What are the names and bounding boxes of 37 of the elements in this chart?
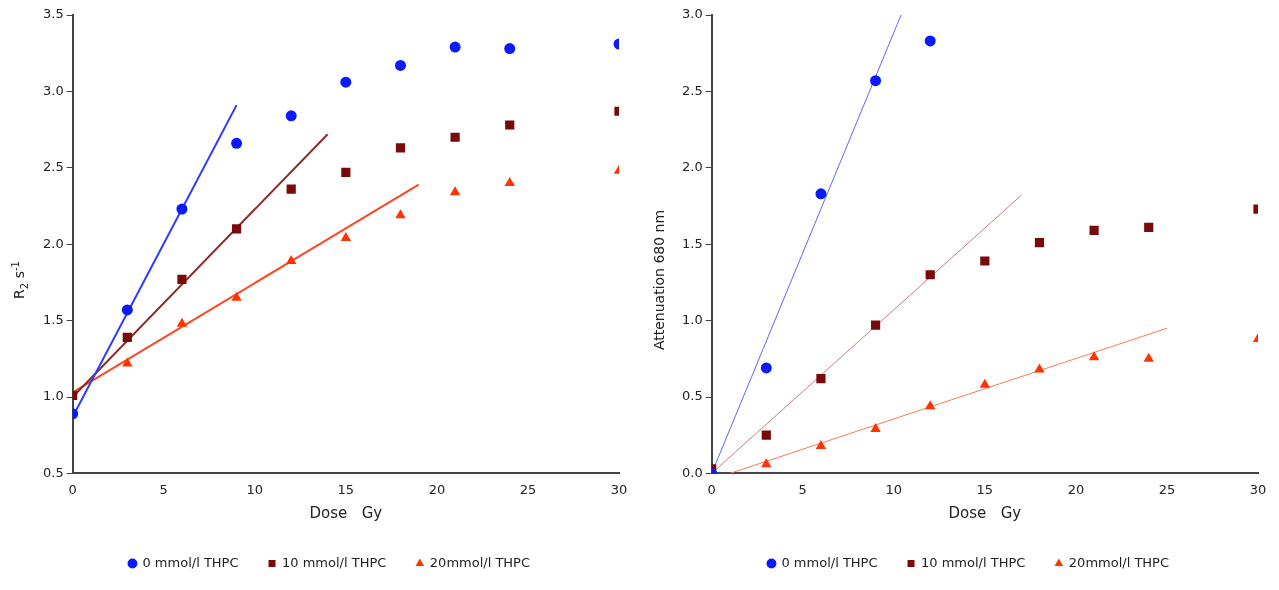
y-tick-label: 1.5 — [681, 235, 703, 251]
x-axis-title: Dose Gy — [309, 503, 383, 522]
legend-label: 10 mmol/l THPC — [282, 554, 387, 570]
x-tick-label: 20 — [428, 481, 446, 497]
y-tick-label: 2.5 — [42, 159, 64, 175]
x-tick-label: 5 — [798, 481, 807, 497]
x-tick-label: 20 — [1067, 481, 1085, 497]
y-tick-label: 0.0 — [681, 464, 703, 480]
legend-label: 0 mmol/l THPC — [142, 554, 239, 570]
legend-label: 10 mmol/l THPC — [921, 554, 1026, 570]
x-tick-label: 0 — [68, 481, 77, 497]
y-tick-label: 2.0 — [681, 159, 703, 175]
x-tick-label: 15 — [337, 481, 355, 497]
y-tick-label: 1.5 — [42, 311, 64, 327]
x-axis-title: Dose Gy — [948, 503, 1022, 522]
x-tick-label: 30 — [610, 481, 628, 497]
y-axis-title: Attenuation 680 nm — [651, 209, 667, 351]
x-tick-label: 0 — [707, 481, 716, 497]
legend-label: 20mmol/l THPC — [1068, 554, 1170, 570]
y-tick-label: 0.5 — [681, 388, 703, 404]
x-tick-label: 25 — [519, 481, 537, 497]
y-tick-label: 1.0 — [681, 311, 703, 327]
y-tick-label: 2.5 — [681, 82, 703, 98]
y-tick-label: 3.5 — [42, 6, 64, 22]
x-tick-label: 10 — [885, 481, 903, 497]
y-tick-label: 3.0 — [681, 6, 703, 22]
x-tick-label: 15 — [976, 481, 994, 497]
x-tick-label: 10 — [246, 481, 264, 497]
x-tick-label: 25 — [1158, 481, 1176, 497]
y-tick-label: 3.0 — [42, 82, 64, 98]
y-tick-label: 2.0 — [42, 235, 64, 251]
x-tick-label: 30 — [1249, 481, 1267, 497]
y-tick-label: 1.0 — [42, 388, 64, 404]
legend-label: 20mmol/l THPC — [429, 554, 531, 570]
x-tick-label: 5 — [159, 481, 168, 497]
legend-label: 0 mmol/l THPC — [781, 554, 878, 570]
y-tick-label: 0.5 — [42, 464, 64, 480]
